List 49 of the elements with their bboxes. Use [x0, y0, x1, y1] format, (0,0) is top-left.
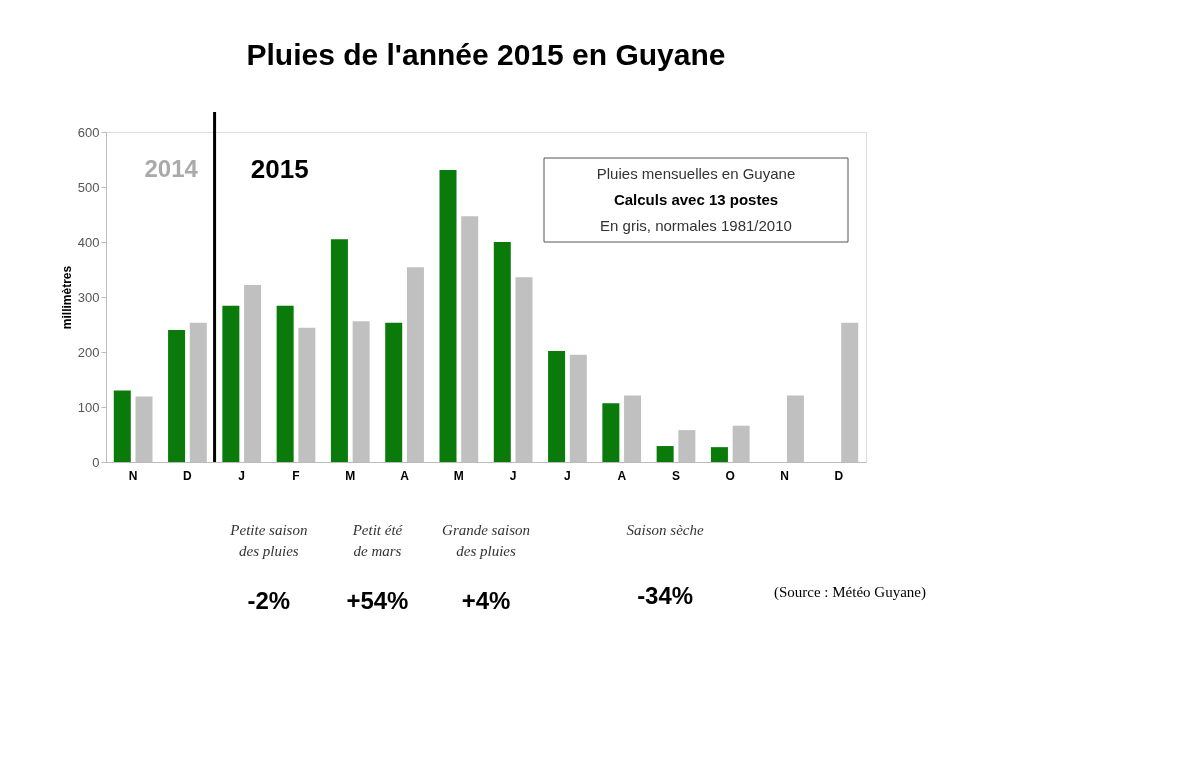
- text: Petite saison des pluies: [229, 522, 308, 559]
- y-tick-label: 100: [77, 399, 100, 415]
- x-tick-label: S: [671, 468, 681, 483]
- bar: [276, 305, 294, 462]
- y-tick-label: 400: [77, 234, 100, 250]
- x-tick-label: J: [509, 468, 517, 483]
- bar: [602, 403, 620, 462]
- bar: [710, 447, 728, 462]
- x-tick-label: D: [834, 468, 844, 483]
- bar: [439, 169, 457, 462]
- y-tick-label: 500: [77, 179, 100, 195]
- bar: [548, 350, 566, 462]
- y-tick-label: 600: [77, 124, 100, 140]
- x-tick-label: F: [292, 468, 300, 483]
- y-tick-label: 300: [77, 289, 100, 305]
- x-tick-label: A: [400, 468, 410, 483]
- x-tick-label: M: [453, 468, 464, 483]
- x-tick-label: A: [617, 468, 627, 483]
- annotation: Pluies mensuelles en Guyane: [596, 165, 796, 182]
- x-tick-label: N: [780, 468, 789, 483]
- chart-title: Pluies de l'année 2015 en Guyane: [246, 37, 726, 71]
- x-tick-label: O: [725, 468, 735, 483]
- x-tick-label: M: [345, 468, 356, 483]
- x-tick-label: D: [183, 468, 193, 483]
- annotation: En gris, normales 1981/2010: [600, 217, 792, 234]
- text: -2%: [247, 587, 291, 614]
- bar: [113, 390, 131, 462]
- bar: [656, 446, 674, 462]
- bar: [168, 330, 186, 462]
- text: +4%: [461, 587, 511, 614]
- text: Saison sèche: [626, 522, 705, 538]
- bar: [493, 242, 511, 462]
- annotation: 2015: [250, 154, 309, 184]
- bar: [330, 239, 348, 462]
- text: +54%: [346, 587, 409, 614]
- bar: [222, 305, 240, 462]
- y-tick-label: 200: [77, 344, 100, 360]
- text: Grande saison des pluies: [442, 522, 530, 559]
- text: Petit été de mars: [351, 522, 404, 559]
- bar: [385, 322, 403, 462]
- y-tick-label: 0: [92, 454, 100, 470]
- text: -34%: [637, 582, 694, 609]
- x-tick-label: N: [128, 468, 138, 483]
- x-tick-label: J: [238, 468, 246, 483]
- x-tick-label: J: [564, 468, 571, 483]
- annotation: 2014: [144, 155, 199, 182]
- text: (Source : Météo Guyane): [773, 584, 926, 601]
- annotation: Calculs avec 13 postes: [613, 191, 779, 208]
- y-axis-title: millimètres: [59, 265, 74, 330]
